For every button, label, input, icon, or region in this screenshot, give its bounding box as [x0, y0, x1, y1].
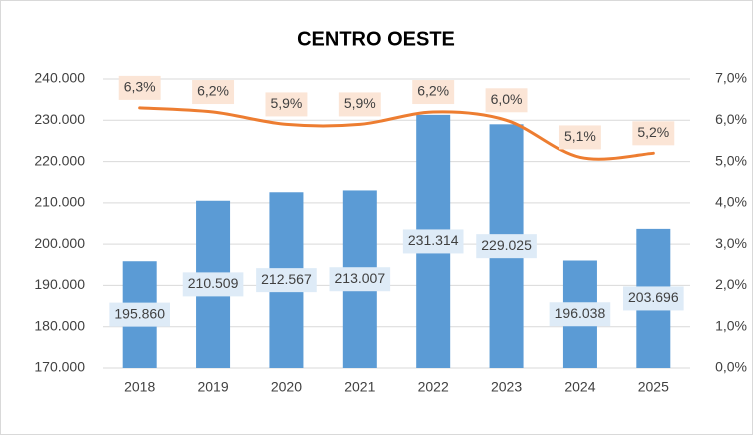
bar-value-label: 210.509 — [188, 275, 239, 291]
line-value-label: 5,2% — [637, 124, 669, 140]
line-value-label-box — [632, 121, 675, 146]
bar-value-label-box — [402, 229, 464, 254]
bar-value-label-box — [549, 302, 611, 327]
x-tick-label: 2018 — [124, 379, 155, 395]
line-value-label: 5,9% — [344, 95, 376, 111]
line-value-label-box — [412, 80, 455, 105]
y-tick-label: 230.000 — [34, 111, 85, 127]
bar-value-label-box — [476, 234, 537, 259]
x-tick-label: 2023 — [491, 379, 522, 395]
line-value-label: 5,1% — [564, 128, 596, 144]
y-tick-label: 170.000 — [34, 359, 85, 375]
x-tick-label: 2019 — [197, 379, 228, 395]
y-tick-label: 180.000 — [34, 317, 85, 333]
y2-tick-label: 7,0% — [715, 70, 747, 86]
y2-tick-label: 6,0% — [715, 111, 747, 127]
line-value-label-box — [558, 125, 601, 150]
line-value-label: 6,2% — [417, 83, 449, 99]
line-value-label-box — [338, 92, 381, 117]
line-value-label-box — [485, 88, 528, 113]
x-tick-label: 2020 — [271, 379, 302, 395]
y2-tick-label: 2,0% — [715, 276, 747, 292]
x-tick-label: 2024 — [564, 379, 595, 395]
bar-value-label-box — [109, 302, 170, 327]
y2-tick-label: 4,0% — [715, 194, 747, 210]
y2-tick-label: 0,0% — [715, 359, 747, 375]
bar-value-label: 212.567 — [261, 271, 312, 287]
bar-value-label: 196.038 — [555, 305, 606, 321]
y-tick-label: 200.000 — [34, 235, 85, 251]
y-tick-label: 240.000 — [34, 70, 85, 86]
x-tick-label: 2022 — [418, 379, 449, 395]
x-tick-label: 2025 — [638, 379, 669, 395]
chart-title: CENTRO OESTE — [297, 28, 455, 50]
y-tick-label: 190.000 — [34, 276, 85, 292]
bar-value-label-box — [623, 286, 684, 311]
line-value-label-box — [118, 75, 161, 100]
bar-value-label-box — [182, 272, 244, 297]
line-value-label-box — [265, 92, 308, 117]
line-value-label-box — [192, 80, 235, 105]
y2-tick-label: 1,0% — [715, 317, 747, 333]
bar-value-label-box — [256, 268, 317, 293]
bar-value-label: 229.025 — [481, 237, 532, 253]
y2-tick-label: 5,0% — [715, 152, 747, 168]
bar-value-label: 231.314 — [408, 232, 459, 248]
y2-tick-label: 3,0% — [715, 235, 747, 251]
y-tick-label: 220.000 — [34, 152, 85, 168]
x-tick-label: 2021 — [344, 379, 375, 395]
y-tick-label: 210.000 — [34, 194, 85, 210]
line — [138, 106, 655, 161]
line-value-label: 5,9% — [270, 95, 302, 111]
line-value-label: 6,0% — [491, 91, 523, 107]
line-value-label: 6,3% — [124, 79, 156, 95]
bar-value-label-box — [329, 267, 391, 292]
bar-value-label: 213.007 — [335, 270, 386, 286]
line-value-label: 6,2% — [197, 83, 229, 99]
bar-value-label: 203.696 — [628, 289, 679, 305]
bar-value-label: 195.860 — [114, 305, 165, 321]
